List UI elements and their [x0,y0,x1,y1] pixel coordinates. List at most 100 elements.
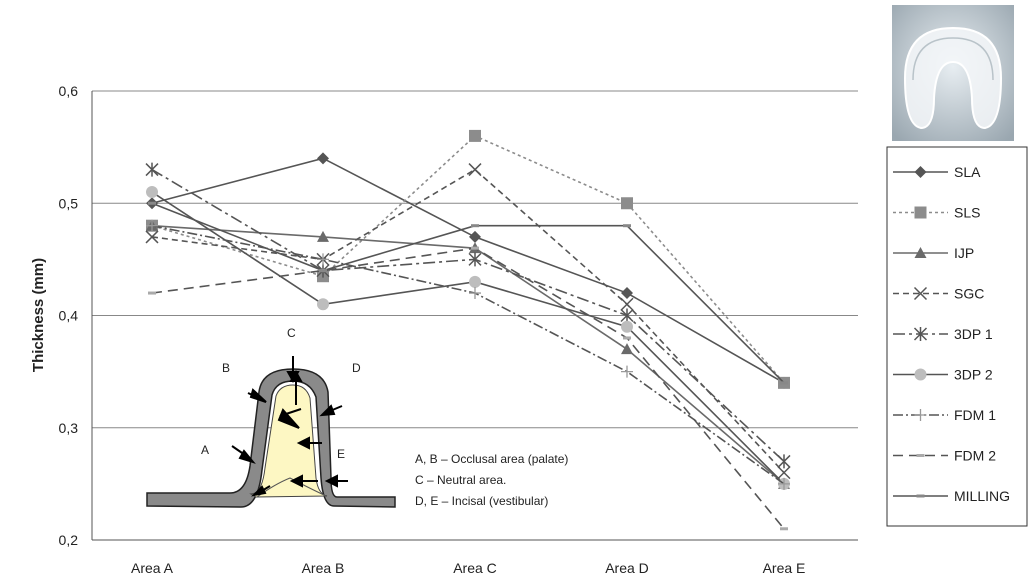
legend-label: SGC [954,286,984,302]
data-point [145,162,159,177]
data-point [621,287,633,300]
dental-splint-photo [892,5,1014,141]
legend-box [886,146,1028,527]
force-arrows [231,356,348,497]
legend-label: MILLING [954,488,1010,504]
legend-item: SGC [893,286,984,302]
y-axis-title: Thickness (mm) [30,258,47,372]
legend-label: 3DP 1 [954,326,993,342]
inset-note-de: D, E – Incisal (vestibular) [415,494,548,508]
data-point [317,253,329,266]
legend-marker [913,327,928,341]
data-point [148,291,156,295]
y-tick-label: 0,5 [59,195,79,211]
series-ijp [146,219,790,489]
legend-item: FDM 2 [893,448,996,464]
splint-profile [146,368,396,508]
data-point [317,230,329,242]
data-point [469,275,481,288]
data-point [319,269,327,273]
data-point [623,336,631,340]
series-sgc [145,163,791,480]
y-tick-label: 0,6 [59,83,79,99]
series-sls [146,129,790,389]
data-point [621,197,633,210]
inset-note-ab: A, B – Occlusal area (palate) [415,452,568,466]
legend-label: IJP [954,245,974,261]
cross-section-diagram: A B C D E A, B – Occlusal area (palate) … [146,326,568,508]
legend: SLA SLS IJP SGC 3DP 1 3DP 2 FDM 1 FDM 2 MILLING [893,164,1010,504]
inset-letter-c: C [287,326,296,340]
x-tick-labels: Area A Area B Area C Area D Area E [131,560,805,576]
data-point [146,219,158,232]
series-milling [148,201,788,385]
legend-item: MILLING [893,488,1010,504]
data-point [621,343,633,355]
series-line [151,157,785,384]
data-point [621,365,633,378]
data-point [620,308,634,323]
y-tick-label: 0,4 [59,308,79,324]
series-line [151,224,785,485]
data-point [148,201,156,205]
x-tick-label: Area A [131,560,174,576]
legend-marker [914,409,927,421]
x-tick-label: Area B [302,560,345,576]
data-point [777,454,791,469]
data-point [471,246,479,250]
legend-marker [914,206,927,219]
gridlines [91,90,858,541]
x-tick-label: Area D [605,560,649,576]
legend-item: 3DP 2 [893,367,993,383]
x-tick-label: Area C [453,560,497,576]
legend-marker [914,368,927,381]
data-point [620,297,634,311]
legend-label: SLS [954,205,980,221]
data-point [471,224,479,228]
inset-letter-d: D [352,361,361,375]
data-point [469,230,481,243]
data-point [317,298,329,311]
data-point [469,129,481,142]
data-point [780,381,788,385]
data-point [777,466,791,480]
legend-label: 3DP 2 [954,367,993,383]
legend-item: SLA [893,164,981,180]
legend-item: FDM 1 [893,407,996,423]
y-tick-labels: 0,2 0,3 0,4 0,5 0,6 [59,83,79,548]
series-sla [146,152,790,389]
series-layer [145,129,791,531]
inset-letter-b: B [222,361,230,375]
x-tick-label: Area E [763,560,806,576]
legend-label: SLA [954,164,981,180]
inset-note-c: C – Neutral area. [415,473,506,487]
data-point [778,477,790,490]
y-tick-label: 0,3 [59,420,79,436]
data-point [621,320,633,333]
data-point [146,186,158,199]
data-point [468,252,482,267]
y-tick-label: 0,2 [59,532,79,548]
legend-marker [914,247,927,258]
legend-marker [916,454,925,457]
legend-label: FDM 1 [954,407,996,423]
data-point [623,224,631,228]
inner-area [249,384,328,498]
series-line [151,191,785,485]
data-point [469,287,481,300]
data-point [145,230,159,244]
legend-marker [916,494,925,498]
data-point [468,163,482,177]
series-line [151,224,785,485]
legend-item: 3DP 1 [893,326,993,342]
inset-letter-e: E [337,447,345,461]
legend-item: IJP [893,245,974,261]
legend-marker [914,166,927,178]
inset-letter-a: A [201,443,209,457]
legend-label: FDM 2 [954,448,996,464]
data-point [317,152,329,165]
series-fdm-1 [146,219,790,490]
data-point [780,527,788,531]
series-line [151,202,785,384]
